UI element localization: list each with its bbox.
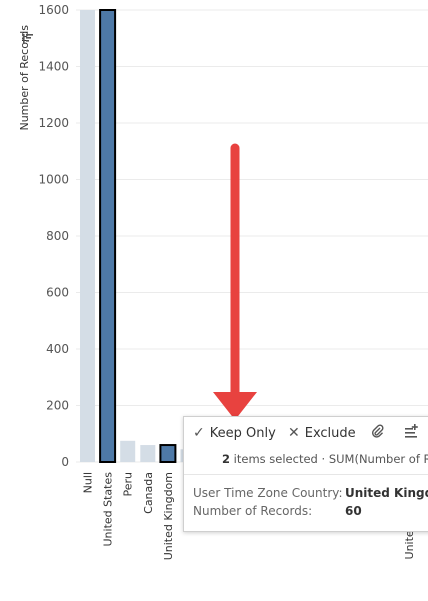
- y-tick-label: 1200: [38, 116, 69, 130]
- bar[interactable]: [159, 444, 177, 463]
- sort-list-icon: [404, 424, 418, 442]
- tooltip-row-country: User Time Zone Country: United Kingdom: [193, 486, 428, 500]
- selection-summary: 2 items selected · SUM(Number of Records…: [222, 452, 428, 466]
- selection-tooltip: ✓ Keep Only ✕ Exclude 2 items selected ·…: [183, 416, 428, 532]
- selected-count: 2: [222, 452, 231, 466]
- selected-measure: SUM(Number of Records): [328, 452, 428, 466]
- bar[interactable]: [140, 445, 156, 462]
- x-category-label: Peru: [122, 472, 135, 497]
- y-tick-label: 600: [46, 286, 69, 300]
- annotation-arrow: [213, 143, 257, 420]
- y-tick-label: 1400: [38, 60, 69, 74]
- check-icon: ✓: [193, 425, 205, 441]
- y-tick-label: 1600: [38, 3, 69, 17]
- paperclip-icon: [371, 424, 384, 442]
- keep-only-button[interactable]: ✓ Keep Only: [193, 423, 276, 443]
- y-tick-label: 0: [61, 455, 69, 469]
- tooltip-actions: ✓ Keep Only ✕ Exclude: [184, 417, 428, 449]
- records-field-value: 60: [345, 504, 362, 518]
- selected-text: items selected: [233, 452, 318, 466]
- y-tick-label: 400: [46, 342, 69, 356]
- bar[interactable]: [120, 440, 136, 462]
- x-category-label: Null: [82, 472, 95, 493]
- country-field-label: User Time Zone Country:: [193, 486, 343, 500]
- x-category-label: United Kingdom: [162, 472, 175, 560]
- summary-separator: ·: [321, 452, 326, 466]
- bar[interactable]: [80, 10, 95, 462]
- x-icon: ✕: [288, 425, 300, 441]
- y-tick-label: 1000: [38, 173, 69, 187]
- group-members-button[interactable]: [371, 423, 389, 443]
- tooltip-divider: [184, 474, 428, 475]
- gridlines: [76, 9, 428, 463]
- x-category-label: Canada: [142, 472, 155, 514]
- bar[interactable]: [99, 9, 117, 463]
- sort-view-button[interactable]: [404, 423, 423, 443]
- tooltip-row-records: Number of Records: 60: [193, 504, 362, 518]
- y-axis-title: Number of Records: [18, 25, 31, 131]
- exclude-button[interactable]: ✕ Exclude: [288, 423, 356, 443]
- y-tick-label: 200: [46, 399, 69, 413]
- exclude-label: Exclude: [304, 425, 356, 441]
- sort-icon[interactable]: [23, 34, 33, 44]
- x-category-label: United States: [102, 472, 115, 547]
- records-field-label: Number of Records:: [193, 504, 313, 518]
- country-field-value: United Kingdom: [345, 486, 428, 500]
- y-axis-ticks: 0 200 400 600 800 1000 1200 1400 1600: [38, 3, 69, 469]
- y-tick-label: 800: [46, 229, 69, 243]
- keep-only-label: Keep Only: [209, 425, 276, 441]
